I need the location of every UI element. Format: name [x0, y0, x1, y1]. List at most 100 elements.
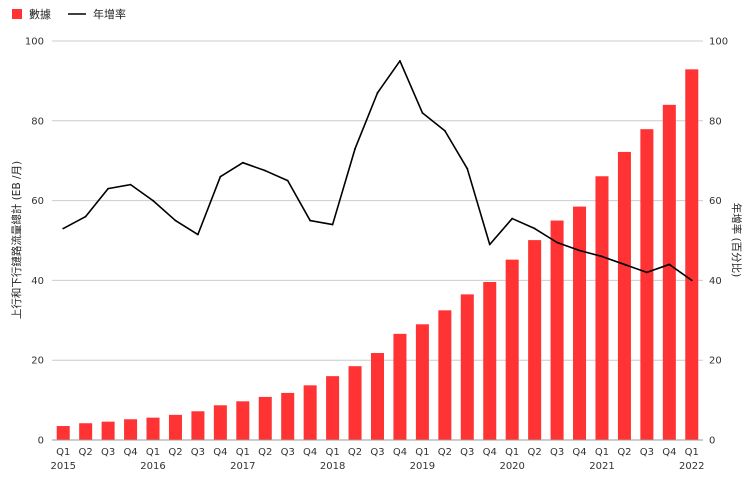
- line-point: [421, 111, 424, 114]
- bar: [640, 129, 654, 440]
- x-year-label: 2019: [410, 461, 435, 472]
- bar: [348, 366, 362, 440]
- legend-swatch-bar: [12, 9, 22, 19]
- bar: [191, 411, 205, 440]
- bar: [617, 151, 631, 440]
- line-point: [62, 227, 65, 230]
- line-point: [645, 271, 648, 274]
- line-point: [668, 263, 671, 266]
- bar: [281, 392, 295, 440]
- line-point: [152, 199, 154, 202]
- legend: 數據 年增率: [12, 7, 126, 21]
- x-tick-label: Q2: [617, 447, 631, 458]
- x-tick-label: Q1: [56, 447, 70, 458]
- y-tick-label-left: 60: [31, 196, 44, 207]
- x-tick-label: Q2: [79, 447, 93, 458]
- line-point: [241, 161, 244, 164]
- x-tick-label: Q3: [370, 447, 384, 458]
- bar: [146, 417, 160, 440]
- y-tick-label-left: 80: [31, 116, 44, 127]
- x-tick-label: Q1: [685, 447, 699, 458]
- bar: [460, 294, 474, 440]
- x-tick-label: Q1: [236, 447, 250, 458]
- x-year-label: 2022: [679, 461, 704, 472]
- line-point: [107, 187, 110, 190]
- bar: [258, 396, 272, 440]
- bar: [415, 324, 429, 440]
- line-point: [219, 175, 222, 178]
- line-point: [286, 179, 289, 182]
- bar: [505, 259, 519, 440]
- bar: [326, 376, 340, 440]
- axes: 0 20 40 60 80 100 0 20 40 60 80 100 Q1 Q2 Q3 Q4 Q1 Q2 Q3 Q4…: [25, 37, 728, 473]
- bar: [236, 401, 250, 440]
- line-point: [556, 241, 558, 244]
- x-year-label: 2020: [499, 461, 524, 472]
- x-tick-label: Q1: [325, 447, 339, 458]
- line-point: [488, 243, 491, 246]
- bar: [528, 240, 542, 440]
- y-tick-label-right: 60: [709, 196, 722, 207]
- x-tick-label: Q3: [191, 447, 205, 458]
- y-axis-title-right: 年增率 (百分比): [730, 203, 743, 278]
- x-tick-label: Q1: [146, 447, 160, 458]
- bar: [595, 176, 609, 441]
- line-point: [533, 227, 536, 230]
- x-tick-label: Q1: [505, 447, 519, 458]
- y-tick-label-right: 0: [709, 436, 715, 447]
- line-point: [84, 215, 87, 218]
- line-point: [399, 60, 401, 62]
- x-tick-label: Q4: [483, 447, 497, 458]
- x-tick-label: Q4: [123, 447, 137, 458]
- line-point: [309, 219, 312, 222]
- x-tick-label: Q4: [303, 447, 317, 458]
- bar: [79, 423, 93, 440]
- line-point: [174, 219, 177, 222]
- line-point: [443, 129, 446, 132]
- y-tick-label-right: 40: [709, 276, 722, 287]
- x-tick-label: Q2: [168, 447, 182, 458]
- x-tick-label: Q3: [460, 447, 474, 458]
- line-point: [264, 169, 267, 172]
- y-tick-label-left: 20: [31, 356, 44, 367]
- line-point: [197, 233, 199, 236]
- line-point: [354, 147, 356, 150]
- bar: [213, 405, 227, 440]
- bar: [124, 419, 138, 440]
- y-tick-label-right: 100: [709, 37, 728, 48]
- y-tick-label-right: 20: [709, 356, 722, 367]
- x-year-label: 2018: [320, 461, 345, 472]
- line-point: [511, 217, 514, 220]
- y-axis-title-left: 上行和下行鏈路流量總計 (EB /月): [10, 161, 23, 319]
- bar: [662, 104, 676, 440]
- x-year-label: 2021: [589, 461, 614, 472]
- x-tick-label: Q2: [348, 447, 362, 458]
- x-tick-label: Q2: [528, 447, 542, 458]
- bar: [370, 353, 385, 440]
- x-tick-label: Q4: [572, 447, 586, 458]
- bar: [101, 421, 115, 440]
- x-tick-label: Q3: [281, 447, 295, 458]
- line-point: [690, 279, 693, 282]
- x-tick-label: Q2: [258, 447, 272, 458]
- line-point: [331, 223, 334, 226]
- x-year-label: 2016: [140, 461, 165, 472]
- x-tick-label: Q3: [101, 447, 115, 458]
- line-point: [601, 255, 603, 258]
- legend-label-line: 年增率: [93, 7, 126, 21]
- x-tick-label: Q4: [393, 447, 407, 458]
- x-year-label: 2015: [50, 461, 75, 472]
- x-tick-label: Q1: [595, 447, 609, 458]
- y-tick-label-left: 0: [38, 436, 44, 447]
- bar: [393, 333, 407, 440]
- y-tick-label-left: 40: [31, 276, 44, 287]
- line-point: [466, 167, 469, 170]
- bar: [483, 281, 497, 440]
- y-tick-label-right: 80: [709, 116, 722, 127]
- line-point: [623, 263, 626, 266]
- x-tick-label: Q2: [438, 447, 452, 458]
- x-tick-label: Q3: [640, 447, 654, 458]
- line-point: [376, 91, 379, 94]
